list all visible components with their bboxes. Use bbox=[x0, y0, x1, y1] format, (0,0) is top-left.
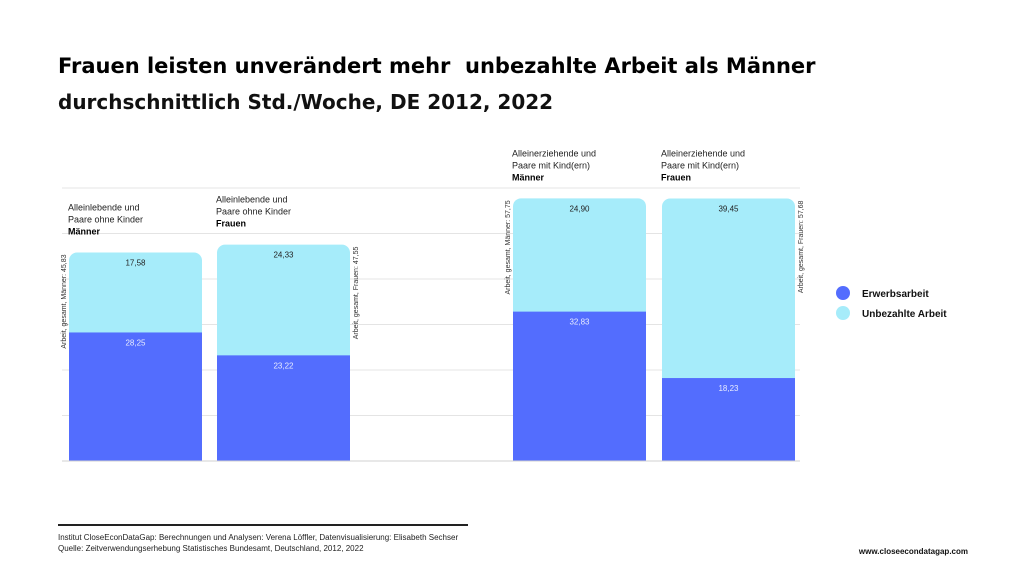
source-line: Quelle: Zeitverwendungserhebung Statisti… bbox=[58, 544, 364, 553]
chart-subtitle: durchschnittlich Std./Woche, DE 2012, 20… bbox=[58, 90, 554, 114]
data-label-unbezahlte-arbeit: 24,90 bbox=[569, 204, 590, 213]
source-note: Institut CloseEconDataGap: Berechnungen … bbox=[58, 532, 458, 554]
category-label: Alleinlebende und bbox=[216, 195, 288, 205]
category-group-label: Männer bbox=[68, 226, 101, 236]
total-label: Arbeit, gesamt, Männer: 45,83 bbox=[61, 254, 68, 348]
data-label-unbezahlte-arbeit: 39,45 bbox=[718, 205, 739, 214]
category-group-label: Frauen bbox=[216, 219, 246, 229]
category-label: Paare ohne Kinder bbox=[216, 207, 291, 217]
bar-erwerbsarbeit bbox=[217, 355, 350, 461]
bar-unbezahlte-arbeit bbox=[513, 198, 646, 320]
legend-marker bbox=[836, 286, 850, 300]
category-group-label: Männer bbox=[512, 172, 545, 182]
bar-group: 17,58 28,25 Alleinlebende und Paare ohne Ki… bbox=[61, 202, 202, 461]
chart-title: Frauen leisten unverändert mehr unbezahl… bbox=[58, 54, 816, 78]
legend: Erwerbsarbeit Unbezahlte Arbeit bbox=[836, 286, 947, 320]
bar-group: 24,33 23,22 Alleinlebende und Paare ohne Ki… bbox=[216, 195, 360, 461]
data-label-unbezahlte-arbeit: 17,58 bbox=[125, 258, 146, 267]
bar-unbezahlte-arbeit bbox=[217, 244, 350, 364]
category-label: Paare mit Kind(ern) bbox=[661, 161, 739, 171]
category-label: Alleinerziehende und bbox=[661, 149, 745, 159]
data-label-erwerbsarbeit: 18,23 bbox=[718, 384, 739, 393]
bar-group: 24,90 32,83 Alleinerziehende und Paare mit … bbox=[505, 148, 646, 461]
source-divider bbox=[58, 524, 468, 526]
category-group-label: Frauen bbox=[661, 173, 691, 183]
category-label: Alleinlebende und bbox=[68, 202, 140, 212]
legend-label: Erwerbsarbeit bbox=[862, 289, 929, 300]
bar-group: 39,45 18,23 Alleinerziehende und Paare mit … bbox=[661, 149, 805, 461]
bar-erwerbsarbeit bbox=[69, 332, 202, 461]
data-label-erwerbsarbeit: 28,25 bbox=[125, 338, 146, 347]
category-label: Alleinerziehende und bbox=[512, 148, 596, 158]
bar-unbezahlte-arbeit bbox=[662, 198, 795, 387]
category-label: Paare ohne Kinder bbox=[68, 214, 143, 224]
bar-erwerbsarbeit bbox=[513, 311, 646, 461]
total-label: Arbeit, gesamt, Frauen: 47,55 bbox=[353, 247, 360, 340]
legend-label: Unbezahlte Arbeit bbox=[862, 309, 947, 320]
data-label-unbezahlte-arbeit: 24,33 bbox=[273, 251, 294, 260]
category-label: Paare mit Kind(ern) bbox=[512, 160, 590, 170]
website-link[interactable]: www.closeecondatagap.com bbox=[858, 547, 968, 556]
data-label-erwerbsarbeit: 32,83 bbox=[569, 318, 590, 327]
credits-line: Institut CloseEconDataGap: Berechnungen … bbox=[58, 533, 459, 542]
bar-unbezahlte-arbeit bbox=[69, 252, 202, 341]
total-label: Arbeit, gesamt, Frauen: 57,68 bbox=[798, 200, 805, 293]
bar-erwerbsarbeit bbox=[662, 378, 795, 461]
total-label: Arbeit, gesamt, Männer: 57,75 bbox=[505, 200, 512, 294]
legend-marker bbox=[836, 306, 850, 320]
data-label-erwerbsarbeit: 23,22 bbox=[273, 361, 294, 370]
